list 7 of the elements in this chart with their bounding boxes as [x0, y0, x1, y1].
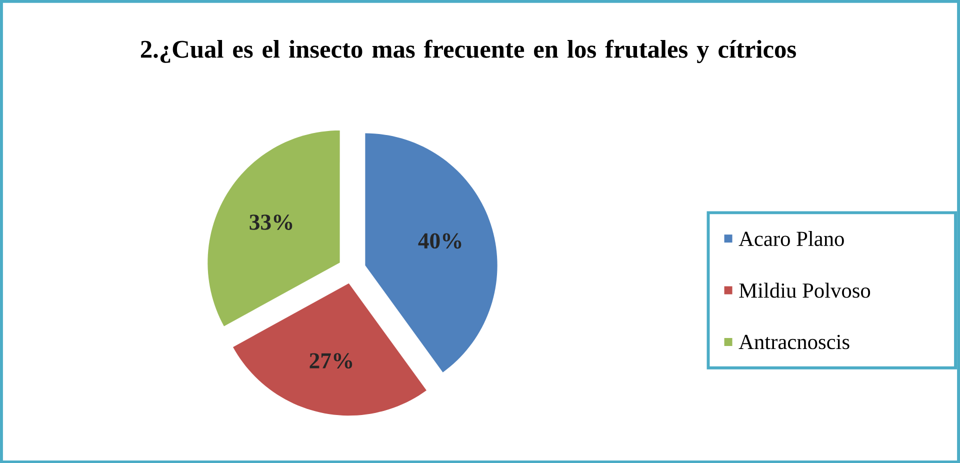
data-label: 40%	[418, 233, 462, 248]
legend-label: Antracnoscis	[738, 334, 850, 349]
data-label: 27%	[310, 352, 352, 368]
legend-label: Acaro Plano	[738, 230, 844, 246]
legend-label: Mildiu Polvoso	[739, 282, 870, 298]
data-label: 33%	[250, 214, 292, 230]
chart-title: 2.¿Cual es el insecto mas frecuente en los frutales y cítricos	[140, 40, 796, 63]
